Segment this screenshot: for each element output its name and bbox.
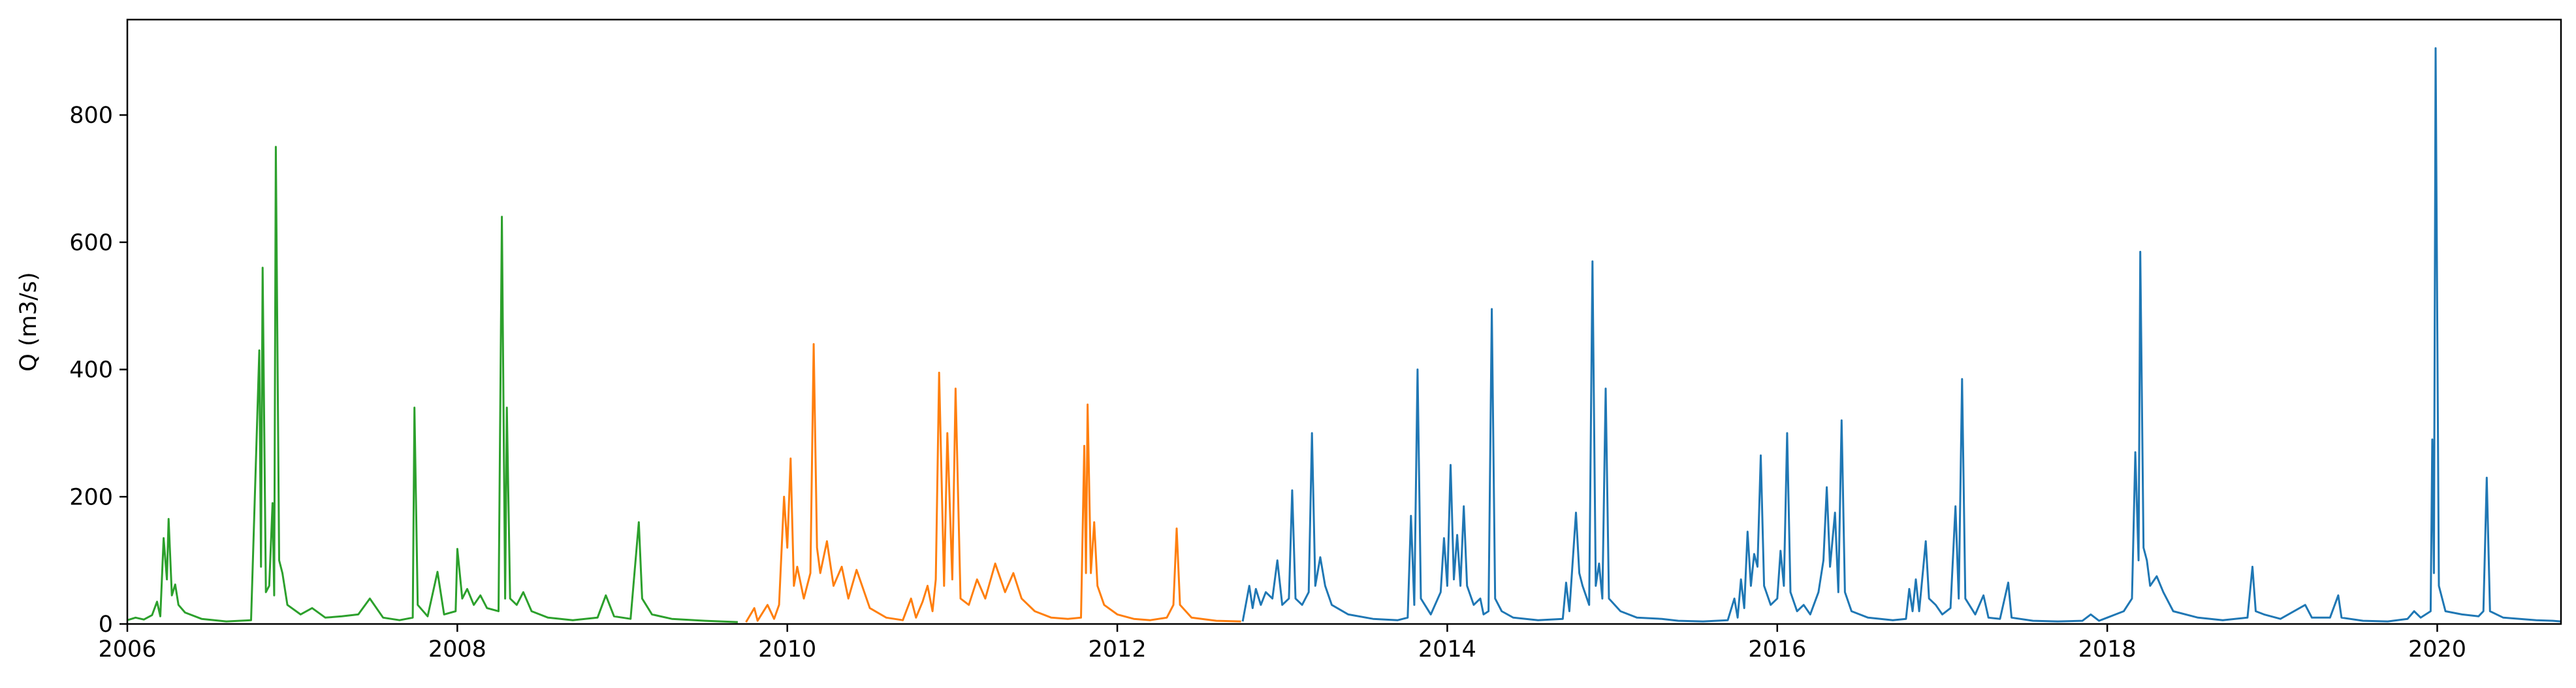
plot-frame	[126, 18, 2562, 625]
y-tick-label: 0	[99, 612, 113, 638]
x-tick-label: 2006	[98, 636, 156, 663]
x-tick-label: 2016	[1748, 636, 1806, 663]
x-axis: 2006 2008 2010 2012 2014 2016 2018 2020	[98, 624, 2466, 663]
series-line-1	[127, 146, 738, 623]
x-tick-label: 2012	[1089, 636, 1147, 663]
x-tick-label: 2008	[428, 636, 486, 663]
x-tick-label: 2018	[2078, 636, 2137, 663]
x-tick-label: 2010	[758, 636, 816, 663]
y-axis: 0 200 400 600 800	[69, 103, 127, 638]
series-line-2	[745, 343, 1241, 623]
y-tick-label: 400	[69, 357, 113, 384]
series-line-3	[1241, 47, 2562, 623]
x-tick-label: 2020	[2408, 636, 2466, 663]
series-lines	[127, 47, 2562, 623]
y-tick-label: 800	[69, 103, 113, 129]
x-tick-label: 2014	[1418, 636, 1476, 663]
y-axis-label: Q (m3/s)	[16, 272, 42, 371]
y-tick-label: 200	[69, 484, 113, 510]
y-tick-label: 600	[69, 230, 113, 256]
